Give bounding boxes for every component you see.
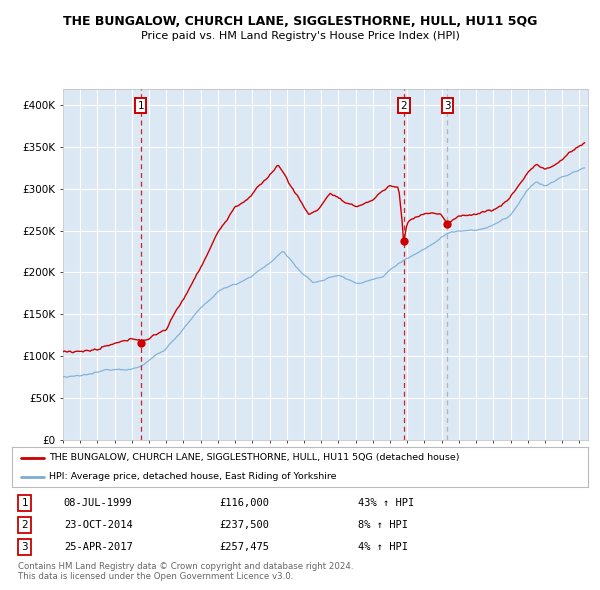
Text: Price paid vs. HM Land Registry's House Price Index (HPI): Price paid vs. HM Land Registry's House …	[140, 31, 460, 41]
Text: Contains HM Land Registry data © Crown copyright and database right 2024.
This d: Contains HM Land Registry data © Crown c…	[18, 562, 353, 581]
Text: £116,000: £116,000	[220, 499, 269, 508]
Text: £237,500: £237,500	[220, 520, 269, 530]
Text: 2: 2	[401, 101, 407, 111]
Text: 08-JUL-1999: 08-JUL-1999	[64, 499, 133, 508]
Text: THE BUNGALOW, CHURCH LANE, SIGGLESTHORNE, HULL, HU11 5QG (detached house): THE BUNGALOW, CHURCH LANE, SIGGLESTHORNE…	[49, 453, 460, 463]
Text: 4% ↑ HPI: 4% ↑ HPI	[358, 542, 407, 552]
Text: 3: 3	[444, 101, 451, 111]
Text: 3: 3	[22, 542, 28, 552]
Text: £257,475: £257,475	[220, 542, 269, 552]
Text: 23-OCT-2014: 23-OCT-2014	[64, 520, 133, 530]
Text: THE BUNGALOW, CHURCH LANE, SIGGLESTHORNE, HULL, HU11 5QG: THE BUNGALOW, CHURCH LANE, SIGGLESTHORNE…	[63, 15, 537, 28]
Text: 1: 1	[137, 101, 144, 111]
Text: 2: 2	[22, 520, 28, 530]
Text: 25-APR-2017: 25-APR-2017	[64, 542, 133, 552]
Text: HPI: Average price, detached house, East Riding of Yorkshire: HPI: Average price, detached house, East…	[49, 472, 337, 481]
Text: 1: 1	[22, 499, 28, 508]
Text: 43% ↑ HPI: 43% ↑ HPI	[358, 499, 414, 508]
Text: 8% ↑ HPI: 8% ↑ HPI	[358, 520, 407, 530]
